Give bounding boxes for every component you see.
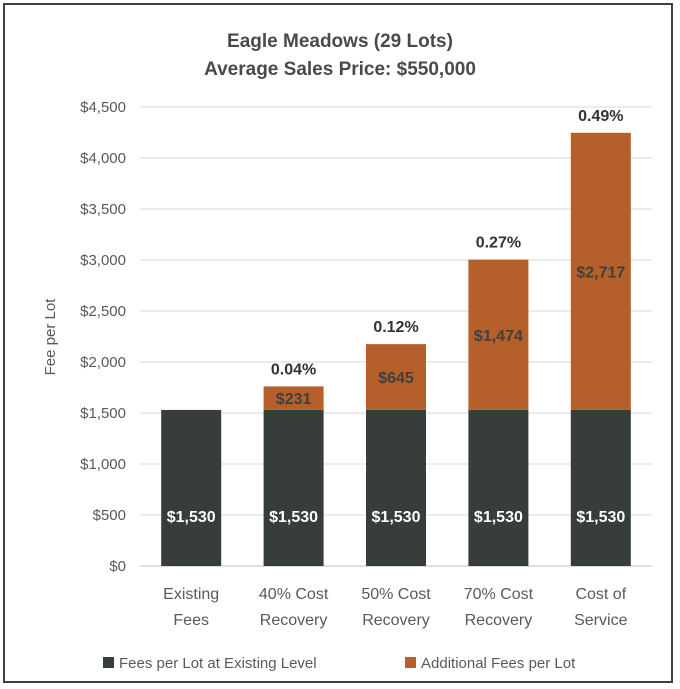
bar-existing-fees: [570, 409, 631, 566]
data-label: $1,530: [269, 509, 318, 526]
data-label: $1,474: [474, 328, 523, 345]
y-tick-label: $4,500: [80, 99, 126, 116]
percent-label: 0.04%: [271, 361, 316, 378]
legend: Fees per Lot at Existing Level Additional…: [103, 655, 576, 672]
bar-existing-fees: [468, 409, 529, 566]
chart-title: Eagle Meadows (29 Lots): [227, 31, 453, 52]
y-axis-label: Fee per Lot: [42, 298, 59, 376]
bar-existing-fees: [161, 409, 222, 566]
y-tick-label: $0: [109, 558, 126, 575]
legend-swatch: [103, 657, 114, 668]
data-label: $1,530: [474, 509, 523, 526]
bar-additional-fees: [570, 132, 631, 410]
x-category-label: Existing: [163, 586, 219, 603]
x-category-label: Fees: [173, 612, 209, 629]
data-label: $645: [378, 370, 414, 387]
y-tick-label: $500: [93, 507, 126, 524]
percent-label: 0.27%: [476, 235, 521, 252]
x-axis-categories: Existing Fees 40% Cost Recovery 50% Cost Reco…: [163, 586, 627, 629]
bar-additional-fees: [263, 386, 324, 410]
bar-existing-fees: [263, 409, 324, 566]
bars: $1,530 $1,530 $231 0.04% $1,530 $645 0.12% $1,5…: [161, 108, 631, 566]
y-tick-label: $1,500: [80, 405, 126, 422]
percent-label: 0.49%: [578, 108, 623, 125]
x-category-label: Recovery: [260, 612, 328, 629]
data-label: $231: [276, 391, 312, 408]
bar-additional-fees: [366, 344, 426, 410]
x-category-label: 50% Cost: [361, 586, 431, 603]
legend-swatch: [405, 657, 416, 668]
y-tick-label: $3,500: [80, 201, 126, 218]
data-label: $1,530: [576, 509, 625, 526]
x-category-label: 40% Cost: [259, 586, 329, 603]
x-category-label: 70% Cost: [464, 586, 534, 603]
chart-frame: [3, 3, 673, 683]
chart-subtitle: Average Sales Price: $550,000: [204, 59, 476, 80]
y-tick-label: $2,500: [80, 303, 126, 320]
legend-label: Fees per Lot at Existing Level: [119, 655, 317, 672]
gridlines: [140, 106, 652, 567]
y-tick-label: $4,000: [80, 150, 126, 167]
y-tick-label: $2,000: [80, 354, 126, 371]
y-tick-label: $3,000: [80, 252, 126, 269]
data-label: $1,530: [167, 509, 216, 526]
percent-label: 0.12%: [373, 319, 418, 336]
bar-existing-fees: [366, 409, 426, 566]
x-category-label: Recovery: [465, 612, 533, 629]
x-category-label: Service: [574, 612, 627, 629]
data-label: $1,530: [372, 509, 421, 526]
data-label: $2,717: [576, 264, 625, 281]
y-axis-ticks: $0 $500 $1,000 $1,500 $2,000 $2,500 $3,000 $3,5…: [80, 99, 126, 575]
legend-label: Additional Fees per Lot: [421, 655, 576, 672]
y-tick-label: $1,000: [80, 456, 126, 473]
x-category-label: Cost of: [575, 586, 626, 603]
bar-additional-fees: [468, 259, 529, 410]
x-category-label: Recovery: [362, 612, 430, 629]
